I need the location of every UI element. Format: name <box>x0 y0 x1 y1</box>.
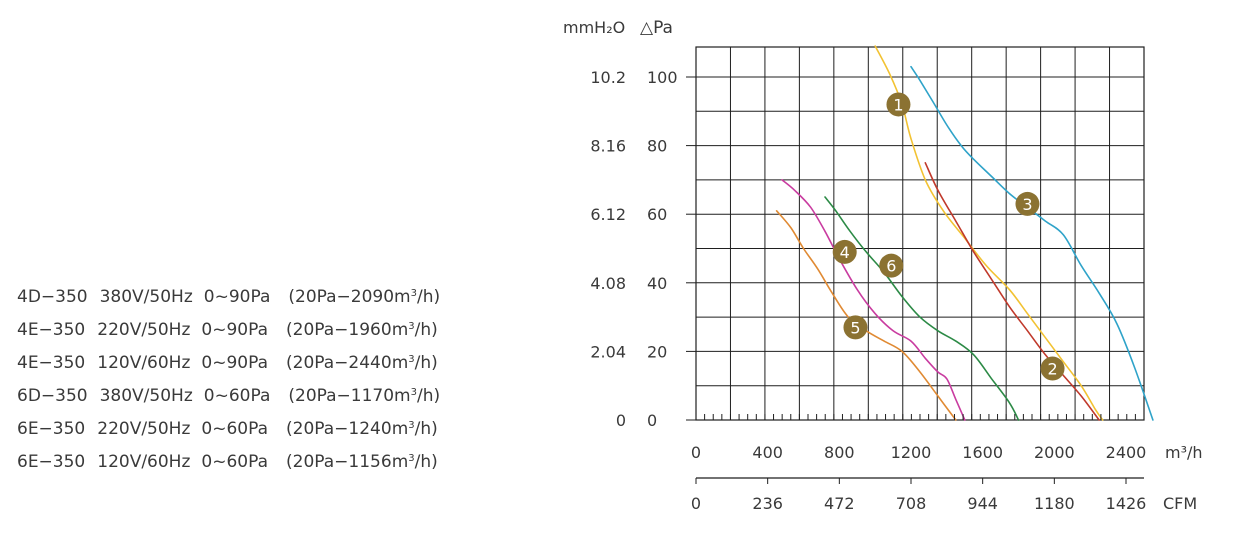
legend-supply: 220V/50Hz <box>97 419 191 439</box>
legend-supply: 380V/50Hz <box>99 386 193 406</box>
model-legend: 4D−350 380V/50Hz 0~90Pa (20Pa−2090m3/h) 4E−3… <box>17 283 440 481</box>
grid <box>696 47 1144 420</box>
x-tick-label-cfm: 1426 <box>1106 494 1147 513</box>
curve-marker-4: 4 <box>832 239 857 264</box>
x-tick-label-m3h: 400 <box>752 443 783 462</box>
y-tick-label-pa: 100 <box>647 68 678 87</box>
legend-row: 4E−350 120V/60Hz 0~90Pa (20Pa−2440m3/h) <box>17 349 440 382</box>
series-line-2 <box>924 162 1100 421</box>
legend-unit-superscript: 3 <box>408 420 415 431</box>
curve-marker-1: 1 <box>886 92 911 117</box>
legend-model: 4E−350 <box>17 320 86 340</box>
series-line-6 <box>824 196 1020 421</box>
x-tick-label-cfm: 1180 <box>1034 494 1075 513</box>
legend-supply: 120V/60Hz <box>97 353 191 373</box>
curve-marker-2: 2 <box>1040 356 1065 381</box>
curve-marker-circle <box>1040 356 1065 381</box>
x-tick-label-m3h: 1600 <box>962 443 1003 462</box>
legend-range: 0~90Pa <box>201 320 269 340</box>
legend-range: 0~60Pa <box>203 386 271 406</box>
plot-area <box>696 47 1144 420</box>
x-tick-label-m3h: 0 <box>691 443 701 462</box>
legend-rated-point: (20Pa−2090m <box>288 287 411 307</box>
x-tick-label-cfm: 708 <box>896 494 927 513</box>
y-axis-label-pa: △Pa <box>640 18 673 38</box>
legend-unit-end: /h) <box>414 419 438 439</box>
legend-unit-superscript: 3 <box>408 453 415 464</box>
legend-model: 4E−350 <box>17 353 86 373</box>
legend-rated-point: (20Pa−2440m <box>286 353 409 373</box>
y-tick-label-mmh2o: 4.08 <box>590 274 626 293</box>
x-axis-label-cfm: CFM <box>1163 494 1197 513</box>
curve-marker-label: 5 <box>850 318 860 337</box>
x-tick-label-cfm: 944 <box>967 494 998 513</box>
legend-rated-point: (20Pa−1156m <box>286 452 409 472</box>
y-tick-label-mmh2o: 2.04 <box>590 342 626 361</box>
legend-range: 0~90Pa <box>201 353 269 373</box>
curve-marker-circle <box>886 92 911 117</box>
legend-unit-superscript: 3 <box>408 354 415 365</box>
legend-range: 0~60Pa <box>201 419 269 439</box>
series-layer: 1 2 3 4 5 6 <box>775 45 1154 421</box>
curve-marker-label: 3 <box>1022 195 1032 214</box>
x-tick-label-cfm: 0 <box>691 494 701 513</box>
legend-row: 4E−350 220V/50Hz 0~90Pa (20Pa−1960m3/h) <box>17 316 440 349</box>
x-tick-label-cfm: 472 <box>824 494 855 513</box>
legend-unit-superscript: 3 <box>408 321 415 332</box>
legend-row: 6E−350 220V/50Hz 0~60Pa (20Pa−1240m3/h) <box>17 415 440 448</box>
x-tick-label-cfm: 236 <box>752 494 783 513</box>
legend-unit-end: /h) <box>414 353 438 373</box>
legend-unit-superscript: 3 <box>410 387 417 398</box>
legend-unit-superscript: 3 <box>410 288 417 299</box>
legend-row: 6D−350 380V/50Hz 0~60Pa (20Pa−1170m3/h) <box>17 382 440 415</box>
y-tick-label-mmh2o: 6.12 <box>590 205 626 224</box>
x-tick-label-m3h: 800 <box>824 443 855 462</box>
legend-model: 4D−350 <box>17 287 88 307</box>
y-axis-label-mmh2o: mmH₂O <box>563 18 625 37</box>
legend-rated-point: (20Pa−1960m <box>286 320 409 340</box>
curve-marker-label: 2 <box>1047 360 1057 379</box>
curve-marker-circle <box>879 253 904 278</box>
legend-model: 6E−350 <box>17 452 86 472</box>
legend-rated-point: (20Pa−1240m <box>286 419 409 439</box>
y-tick-label-mmh2o: 0 <box>616 411 626 430</box>
series-line-4 <box>781 179 966 421</box>
y-tick-label-pa: 0 <box>647 411 657 430</box>
y-tick-label-pa: 20 <box>647 342 667 361</box>
legend-range: 0~90Pa <box>203 287 271 307</box>
curve-marker-circle <box>1015 191 1040 216</box>
legend-unit-end: /h) <box>414 320 438 340</box>
legend-rated-point: (20Pa−1170m <box>288 386 411 406</box>
curve-marker-label: 4 <box>840 243 850 262</box>
y-tick-label-mmh2o: 10.2 <box>590 68 626 87</box>
legend-model: 6D−350 <box>17 386 88 406</box>
curve-marker-circle <box>843 315 868 340</box>
curve-marker-label: 6 <box>886 257 896 276</box>
x-tick-label-m3h: 2400 <box>1106 443 1147 462</box>
legend-supply: 220V/50Hz <box>97 320 191 340</box>
x-axis-label-m3h: m³/h <box>1165 443 1203 462</box>
y-tick-label-mmh2o: 8.16 <box>590 137 626 156</box>
legend-row: 6E−350 120V/60Hz 0~60Pa (20Pa−1156m3/h) <box>17 448 440 481</box>
legend-supply: 380V/50Hz <box>99 287 193 307</box>
y-tick-label-pa: 80 <box>647 137 667 156</box>
curve-marker-circle <box>832 239 857 264</box>
curve-marker-6: 6 <box>879 253 904 278</box>
x-tick-label-m3h: 1200 <box>891 443 932 462</box>
legend-unit-end: /h) <box>417 287 441 307</box>
legend-range: 0~60Pa <box>201 452 269 472</box>
legend-model: 6E−350 <box>17 419 86 439</box>
x-tick-label-m3h: 2000 <box>1034 443 1075 462</box>
legend-supply: 120V/60Hz <box>97 452 191 472</box>
y-tick-label-pa: 40 <box>647 274 667 293</box>
legend-row: 4D−350 380V/50Hz 0~90Pa (20Pa−2090m3/h) <box>17 283 440 316</box>
curve-marker-label: 1 <box>893 95 903 114</box>
curve-marker-5: 5 <box>843 315 868 340</box>
legend-unit-end: /h) <box>414 452 438 472</box>
y-tick-label-pa: 60 <box>647 205 667 224</box>
legend-unit-end: /h) <box>417 386 441 406</box>
curve-marker-3: 3 <box>1015 191 1040 216</box>
